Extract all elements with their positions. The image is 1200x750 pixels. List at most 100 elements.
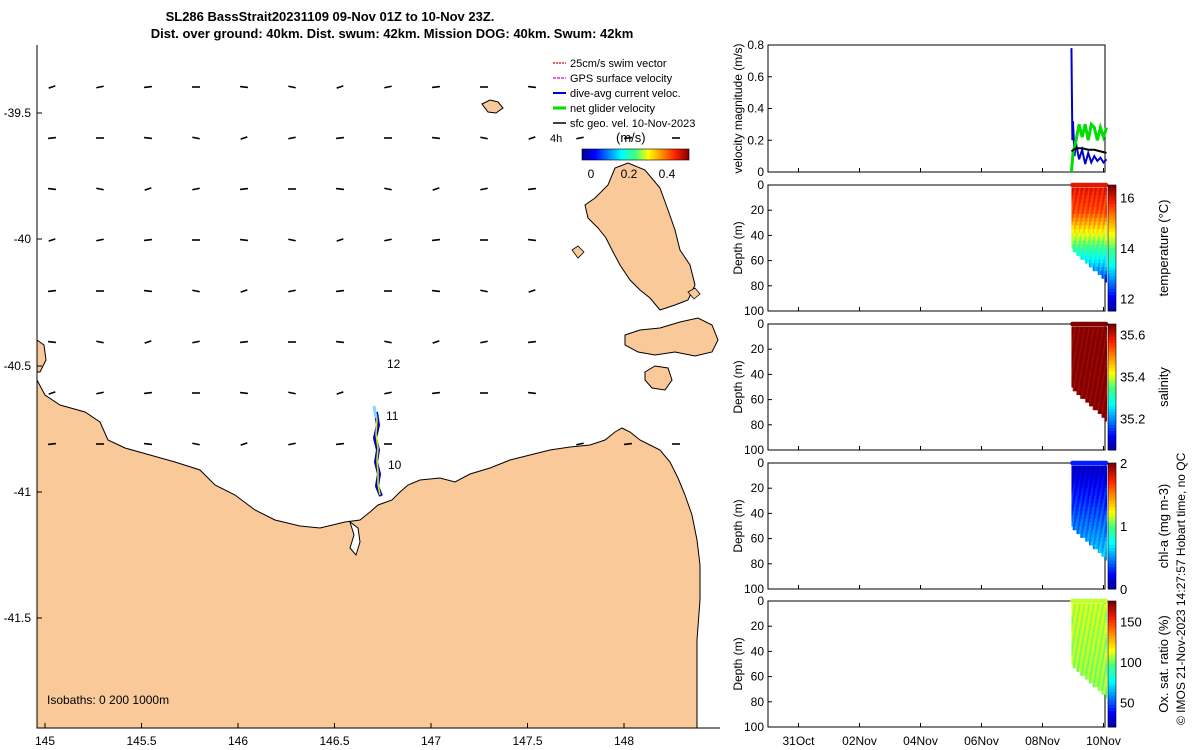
section-cell <box>1085 240 1087 245</box>
section-cell <box>1075 660 1077 665</box>
section-cell <box>1091 507 1094 512</box>
section-cell <box>1100 491 1103 497</box>
section-cell <box>1104 507 1106 512</box>
map-y-tick-label: -41.5 <box>4 611 32 625</box>
colorbar-segment <box>1108 478 1116 483</box>
section-cell <box>1087 514 1090 519</box>
section-cell <box>1101 652 1104 657</box>
section-cell <box>1097 476 1100 482</box>
section-cell <box>1083 368 1086 373</box>
section-cell <box>1093 518 1096 523</box>
section-cell <box>1100 622 1103 627</box>
colorbar-segment <box>1108 507 1116 511</box>
section-cell <box>1096 405 1099 411</box>
section-cell <box>1072 629 1075 635</box>
section-cell <box>1099 248 1101 253</box>
map-x-ticks: 145 145.5 146 146.5 147 147.5 148 <box>35 723 634 748</box>
section-cell <box>1096 398 1099 403</box>
section-cell <box>1073 349 1076 354</box>
section-cell <box>1085 667 1087 673</box>
section-cell <box>1077 337 1080 343</box>
section-cell <box>1077 213 1080 219</box>
section-cell <box>1099 533 1101 538</box>
section-cell <box>1096 379 1099 384</box>
vector-arrow <box>288 391 296 395</box>
section-cell <box>1093 675 1096 680</box>
section-cell <box>1076 510 1079 516</box>
section-cell <box>1080 618 1082 623</box>
section-cell <box>1101 682 1104 688</box>
section-cell <box>1096 664 1099 669</box>
section-cell <box>1101 387 1104 392</box>
section-cell <box>1090 255 1092 260</box>
section-cell <box>1087 221 1090 226</box>
section-cell <box>1088 675 1091 680</box>
section-cell <box>1075 603 1077 608</box>
map-colorbar-tick-0: 0 <box>588 167 595 181</box>
section-cell <box>1100 375 1103 380</box>
colorbar-segment <box>1108 431 1116 435</box>
section-cell <box>1086 255 1089 260</box>
section-cell <box>1101 221 1104 226</box>
section-cell <box>1096 648 1099 654</box>
colorbar-segment <box>1108 667 1116 671</box>
section-cell <box>1078 484 1081 489</box>
section-cell <box>1100 648 1103 654</box>
section-cell <box>1092 244 1095 249</box>
section-cell <box>1105 648 1108 654</box>
section-cell <box>1105 390 1108 396</box>
section-cell <box>1095 648 1098 654</box>
colorbar-segment <box>1108 723 1116 728</box>
section-cell <box>1092 248 1095 253</box>
section-cell <box>1078 225 1081 230</box>
section-cell <box>1097 480 1100 485</box>
vector-arrow <box>431 289 441 293</box>
section-cell <box>1095 379 1098 384</box>
section-cell <box>1090 675 1092 680</box>
section-cell <box>1100 533 1103 538</box>
section-cell <box>1102 488 1105 493</box>
section-cell <box>1093 229 1096 234</box>
section-cell <box>1078 473 1081 478</box>
section-cell <box>1083 503 1086 508</box>
colorbar-segment <box>1108 714 1116 719</box>
section-cell <box>1075 645 1077 650</box>
section-cell <box>1085 514 1087 519</box>
panel-y-tick-label: 0 <box>757 178 764 192</box>
section-cell <box>1091 248 1094 253</box>
colorbar-segment <box>1108 629 1116 633</box>
colorbar-segment <box>1108 307 1116 312</box>
section-cell <box>1083 465 1086 470</box>
section-cell <box>1077 244 1080 249</box>
colorbar-segment <box>1108 701 1116 706</box>
section-cell <box>1102 345 1105 350</box>
section-cell <box>1077 491 1080 497</box>
section-cell <box>1105 694 1108 699</box>
section-cell <box>1092 514 1095 519</box>
section-cell <box>1087 206 1090 211</box>
section-cell <box>1100 198 1103 204</box>
colorbar-segment <box>1108 244 1116 249</box>
section-cell <box>1077 637 1080 642</box>
section-cell <box>1101 541 1104 546</box>
section-cell <box>1083 240 1086 245</box>
section-cell <box>1078 611 1081 616</box>
section-cell <box>1099 263 1101 268</box>
section-cell <box>1080 368 1082 373</box>
section-cell <box>1095 217 1098 223</box>
section-cell <box>1101 375 1104 380</box>
section-cell <box>1101 656 1104 661</box>
section-cell <box>1083 633 1086 639</box>
section-cell <box>1073 626 1076 631</box>
section-cell <box>1099 232 1101 238</box>
section-cell <box>1078 236 1081 241</box>
section-cell <box>1080 221 1082 226</box>
section-cell <box>1096 195 1099 200</box>
section-cell <box>1104 202 1106 207</box>
section-cell <box>1104 213 1106 219</box>
section-cell <box>1095 402 1098 407</box>
section-cell <box>1083 195 1086 200</box>
section-cell <box>1102 206 1105 211</box>
section-cell <box>1082 240 1085 245</box>
section-cell <box>1078 337 1081 343</box>
